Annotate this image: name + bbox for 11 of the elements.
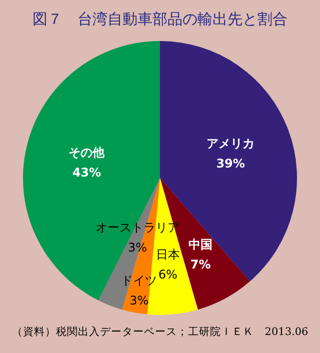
data-label: 6%	[158, 268, 178, 282]
data-label: 7%	[190, 258, 211, 272]
slice-label: その他	[68, 146, 106, 160]
slice-label: 日本	[156, 248, 180, 262]
slice-label: 中国	[188, 238, 213, 252]
text: （資料）税関出入データーベース；工研院ＩＥＫ 2013.06	[12, 325, 309, 338]
data-label: 3%	[130, 293, 149, 308]
data-label: 43%	[72, 166, 102, 180]
chart-title: 図７ 台湾自動車部品の輸出先と割合	[32, 10, 288, 28]
slice-label: アメリカ	[206, 136, 255, 151]
data-label: 39%	[216, 156, 245, 171]
